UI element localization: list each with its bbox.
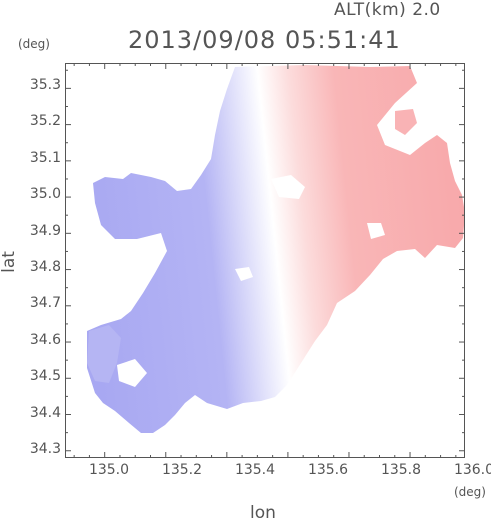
echo-region-southwest [87,325,121,383]
echo-region-main [87,65,465,433]
x-tick-label: 136.0 [453,462,491,478]
x-tick-label: 135.0 [88,462,130,478]
y-tick-label: 34.8 [29,259,61,275]
y-tick-label: 35.3 [29,77,61,93]
x-tick-label: 135.2 [161,462,203,478]
echo-hole [367,223,385,239]
y-tick-label: 35.2 [29,113,61,129]
y-axis-unit: (deg) [18,37,50,51]
y-tick-label: 34.3 [29,441,61,457]
y-tick-label: 34.9 [29,223,61,239]
echo-hole [271,175,305,199]
radar-velocity-map [65,63,465,458]
x-axis-label: lon [250,503,276,523]
echo-hole [117,359,147,387]
y-tick-label: 34.4 [29,405,61,421]
x-tick-label: 135.4 [234,462,276,478]
y-tick-label: 34.5 [29,368,61,384]
x-tick-label: 135.8 [380,462,422,478]
plot-area [65,63,465,462]
y-tick-label: 34.6 [29,332,61,348]
plot-frame [65,63,465,458]
x-axis-unit: (deg) [454,485,486,499]
axis-ticks [65,63,465,458]
echo-hole [235,267,253,281]
x-tick-label: 135.6 [307,462,349,478]
y-tick-label: 35.0 [29,186,61,202]
y-axis-label: lat [0,251,19,273]
y-tick-label: 35.1 [29,150,61,166]
timestamp-title: 2013/09/08 05:51:41 [128,26,401,54]
echo-region-northeast [395,109,417,135]
echo-field [87,65,465,433]
altitude-label: ALT(km) 2.0 [334,0,441,20]
y-tick-label: 34.7 [29,295,61,311]
